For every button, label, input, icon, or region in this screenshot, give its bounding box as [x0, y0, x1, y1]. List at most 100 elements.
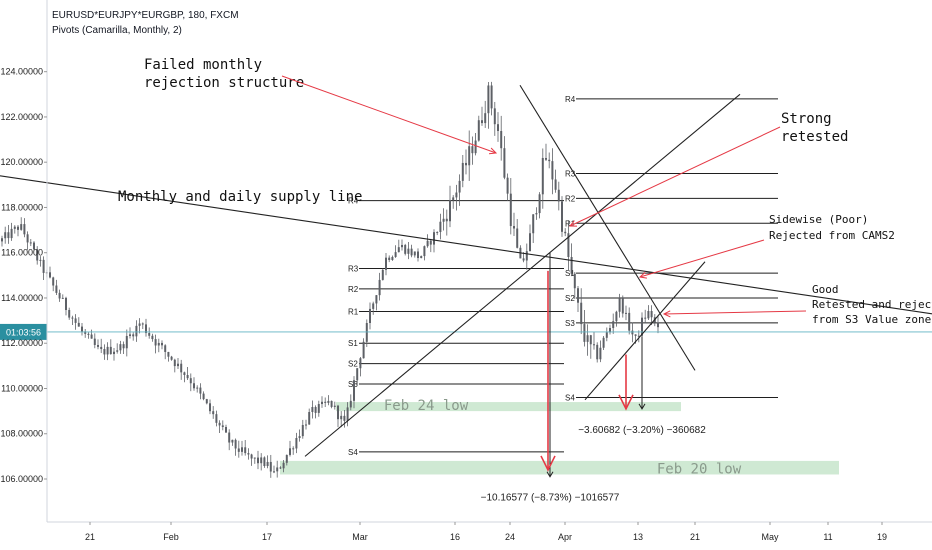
- candle-body: [337, 405, 339, 420]
- candle-body: [196, 387, 199, 389]
- candle-body: [183, 372, 186, 375]
- candle-body: [349, 400, 352, 408]
- annotation-pointer: [281, 75, 497, 154]
- candle-body: [573, 273, 576, 289]
- pivot-label: S2: [348, 360, 358, 369]
- candle-body: [404, 244, 407, 254]
- x-tick-label: 13: [633, 532, 643, 542]
- pivot-label: R4: [348, 197, 359, 206]
- trendline-falling-line: [519, 84, 696, 371]
- candle-body: [497, 124, 499, 132]
- annotation-good-line: from S3 Value zone: [812, 313, 931, 326]
- candle-body: [513, 226, 515, 229]
- x-tick-label: 11: [823, 532, 832, 542]
- candle-body: [68, 310, 71, 318]
- trendline-supply-line: [0, 175, 932, 315]
- candle-body: [237, 448, 240, 452]
- candle-body: [180, 363, 183, 373]
- candle-body: [426, 240, 429, 247]
- candle-body: [55, 285, 58, 293]
- candle-body: [84, 331, 87, 334]
- candle-body: [311, 407, 314, 413]
- candle-body: [317, 404, 320, 413]
- pivot-label: R2: [565, 194, 576, 203]
- candle-body: [372, 303, 375, 309]
- candle-body: [122, 344, 125, 349]
- candle-body: [145, 324, 147, 334]
- candle-body: [103, 349, 106, 355]
- candle-body: [407, 248, 410, 254]
- y-tick-label: 108.00000: [0, 429, 43, 439]
- y-tick-label: 116.00000: [1, 248, 43, 258]
- annotation-supply-line: Monthly and daily supply line: [118, 189, 362, 205]
- candle-body: [87, 333, 90, 335]
- x-tick-label: 16: [450, 532, 460, 542]
- pivot-label: S1: [348, 339, 358, 348]
- candle-body: [273, 471, 275, 473]
- candle-body: [487, 85, 490, 114]
- candle-body: [305, 424, 307, 426]
- candle-body: [260, 457, 263, 464]
- candle-body: [554, 179, 557, 190]
- annotations-layer: Failed monthly rejection structure Strong r…: [118, 57, 932, 326]
- candle-body: [58, 292, 61, 299]
- candle-body: [567, 233, 570, 258]
- candle-body: [36, 249, 39, 261]
- candle-body: [42, 259, 45, 273]
- candle-body: [250, 454, 253, 459]
- candle-body: [586, 335, 589, 342]
- candle-body: [369, 308, 371, 324]
- candle-body: [477, 120, 480, 141]
- candle-body: [93, 338, 96, 345]
- pivot-label: S4: [565, 394, 575, 403]
- candle-body: [637, 335, 640, 337]
- candle-body: [436, 232, 439, 234]
- candle-body: [263, 457, 266, 467]
- pivot-label: R2: [348, 285, 359, 294]
- candle-body: [644, 317, 647, 319]
- candle-body: [116, 350, 119, 352]
- candle-body: [26, 234, 29, 243]
- candle-body: [545, 157, 547, 160]
- candle-body: [253, 457, 256, 459]
- red-arrow-head: [618, 394, 634, 411]
- measure-arrowhead: [546, 471, 554, 478]
- candle-body: [413, 251, 416, 256]
- candle-body: [394, 252, 397, 257]
- candle-body: [20, 224, 23, 230]
- candle-body: [100, 346, 103, 350]
- y-tick-label: 124.00000: [0, 67, 43, 77]
- annotation-sidewise-line: Rejected from CAMS2: [769, 229, 895, 242]
- candle-body: [509, 193, 512, 227]
- candle-body: [154, 339, 157, 346]
- candle-body: [330, 400, 333, 407]
- candle-body: [228, 432, 231, 443]
- candle-body: [314, 407, 317, 413]
- candle-body: [231, 439, 234, 443]
- annotation-pointer-head: [638, 271, 647, 279]
- current-price-tag: [0, 323, 47, 340]
- candle-body: [13, 226, 16, 229]
- measure-label: −10.16577 (−8.73%) −1016577: [481, 493, 620, 504]
- annotation-failed-line: Failed monthly: [144, 57, 262, 73]
- pivot-label: S3: [565, 319, 575, 328]
- candle-body: [391, 256, 394, 260]
- candle-body: [257, 457, 259, 464]
- candle-body: [442, 218, 445, 222]
- candle-body: [465, 162, 467, 166]
- candle-body: [455, 192, 458, 198]
- current-price-label: 01:03:56: [6, 327, 41, 337]
- candle-body: [209, 403, 211, 412]
- candle-body: [74, 318, 77, 323]
- candle-body: [170, 356, 173, 360]
- pivot-label: R1: [565, 219, 576, 228]
- candle-body: [429, 240, 432, 245]
- red-arrow-head: [540, 455, 556, 472]
- candle-body: [343, 415, 346, 421]
- candle-body: [570, 257, 573, 274]
- candle-body: [221, 425, 224, 428]
- y-tick-label: 118.00000: [1, 202, 43, 212]
- candle-body: [599, 347, 602, 360]
- candle-body: [401, 244, 403, 248]
